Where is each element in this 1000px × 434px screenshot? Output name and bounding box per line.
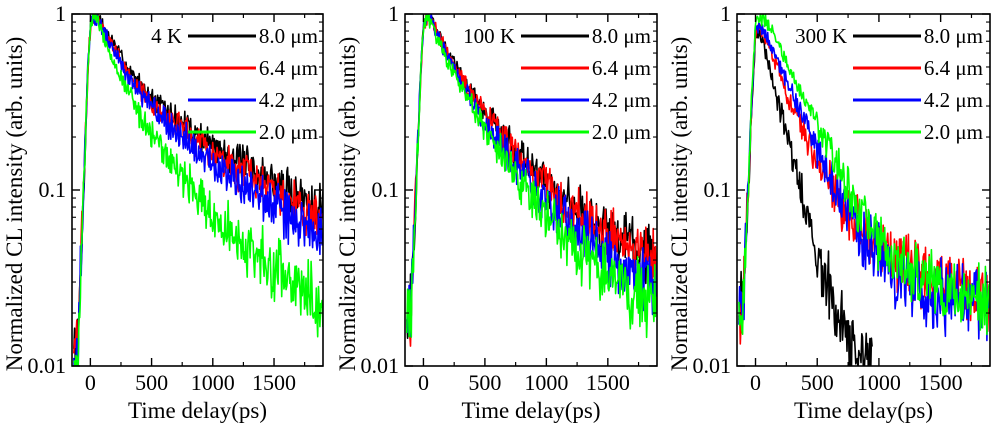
series-line [738, 26, 873, 366]
y-tick-label: 0.01 [361, 353, 400, 378]
y-tick-label: 0.1 [704, 177, 732, 202]
chart-panel-1: 0 500 1000 1500 0.01 0.1 1 Time delay(ps) Normal… [2, 1, 324, 423]
temperature-label: 4 K [151, 24, 182, 48]
series-line [73, 14, 323, 366]
legend-label: 8.0 μm [924, 24, 983, 48]
x-tick-label: 1000 [524, 370, 568, 395]
legend-label: 2.0 μm [592, 120, 651, 144]
series-line [73, 14, 323, 365]
x-axis-title: Time delay(ps) [461, 398, 600, 423]
x-axis-title: Time delay(ps) [128, 398, 267, 423]
x-tick-label: 500 [801, 370, 834, 395]
x-tick-label: 1500 [586, 370, 630, 395]
y-tick-label: 0.01 [693, 353, 732, 378]
series-group [738, 14, 990, 366]
legend-label: 4.2 μm [592, 88, 651, 112]
series-group [73, 14, 323, 366]
series-line [738, 14, 990, 336]
y-tick-label: 1 [55, 1, 66, 26]
legend: 8.0 μm 6.4 μm 4.2 μm 2.0 μm [188, 24, 318, 144]
temperature-label: 300 K [795, 24, 847, 48]
x-tick-label: 0 [418, 370, 429, 395]
legend-label: 4.2 μm [924, 88, 983, 112]
x-axis-title: Time delay(ps) [794, 398, 933, 423]
series-line [406, 14, 657, 339]
y-axis-title: Normalized CL intensity (arb. units) [2, 37, 27, 372]
temperature-label: 100 K [463, 24, 515, 48]
chart-panel-2: 0 500 1000 1500 0.01 0.1 1 Time delay(ps) Normal… [335, 1, 658, 423]
y-axis-title: Normalized CL intensity (arb. units) [667, 37, 692, 372]
y-tick-label: 0.1 [39, 177, 67, 202]
legend-label: 2.0 μm [924, 120, 983, 144]
legend-label: 4.2 μm [259, 88, 318, 112]
series-line [73, 14, 323, 366]
x-tick-label: 1000 [191, 370, 235, 395]
x-tick-label: 0 [85, 370, 96, 395]
x-tick-label: 1500 [252, 370, 296, 395]
legend: 8.0 μm 6.4 μm 4.2 μm 2.0 μm [521, 24, 651, 144]
x-tick-label: 1000 [857, 370, 901, 395]
x-tick-label: 500 [468, 370, 501, 395]
x-tick-label: 0 [750, 370, 761, 395]
x-tick-label: 1500 [919, 370, 963, 395]
legend-label: 8.0 μm [259, 24, 318, 48]
chart-panel-3: 0 500 1000 1500 0.01 0.1 1 Time delay(ps) Normal… [667, 1, 991, 423]
legend-label: 2.0 μm [259, 120, 318, 144]
x-tick-label: 500 [135, 370, 168, 395]
y-tick-label: 0.1 [372, 177, 400, 202]
y-tick-label: 0.01 [28, 353, 67, 378]
y-tick-label: 1 [720, 1, 731, 26]
series-group [406, 14, 657, 347]
y-axis-title: Normalized CL intensity (arb. units) [335, 37, 360, 372]
y-tick-label: 1 [388, 1, 399, 26]
legend-label: 8.0 μm [592, 24, 651, 48]
legend-label: 6.4 μm [259, 56, 318, 80]
legend-label: 6.4 μm [592, 56, 651, 80]
legend-label: 6.4 μm [924, 56, 983, 80]
legend: 8.0 μm 6.4 μm 4.2 μm 2.0 μm [853, 24, 983, 144]
